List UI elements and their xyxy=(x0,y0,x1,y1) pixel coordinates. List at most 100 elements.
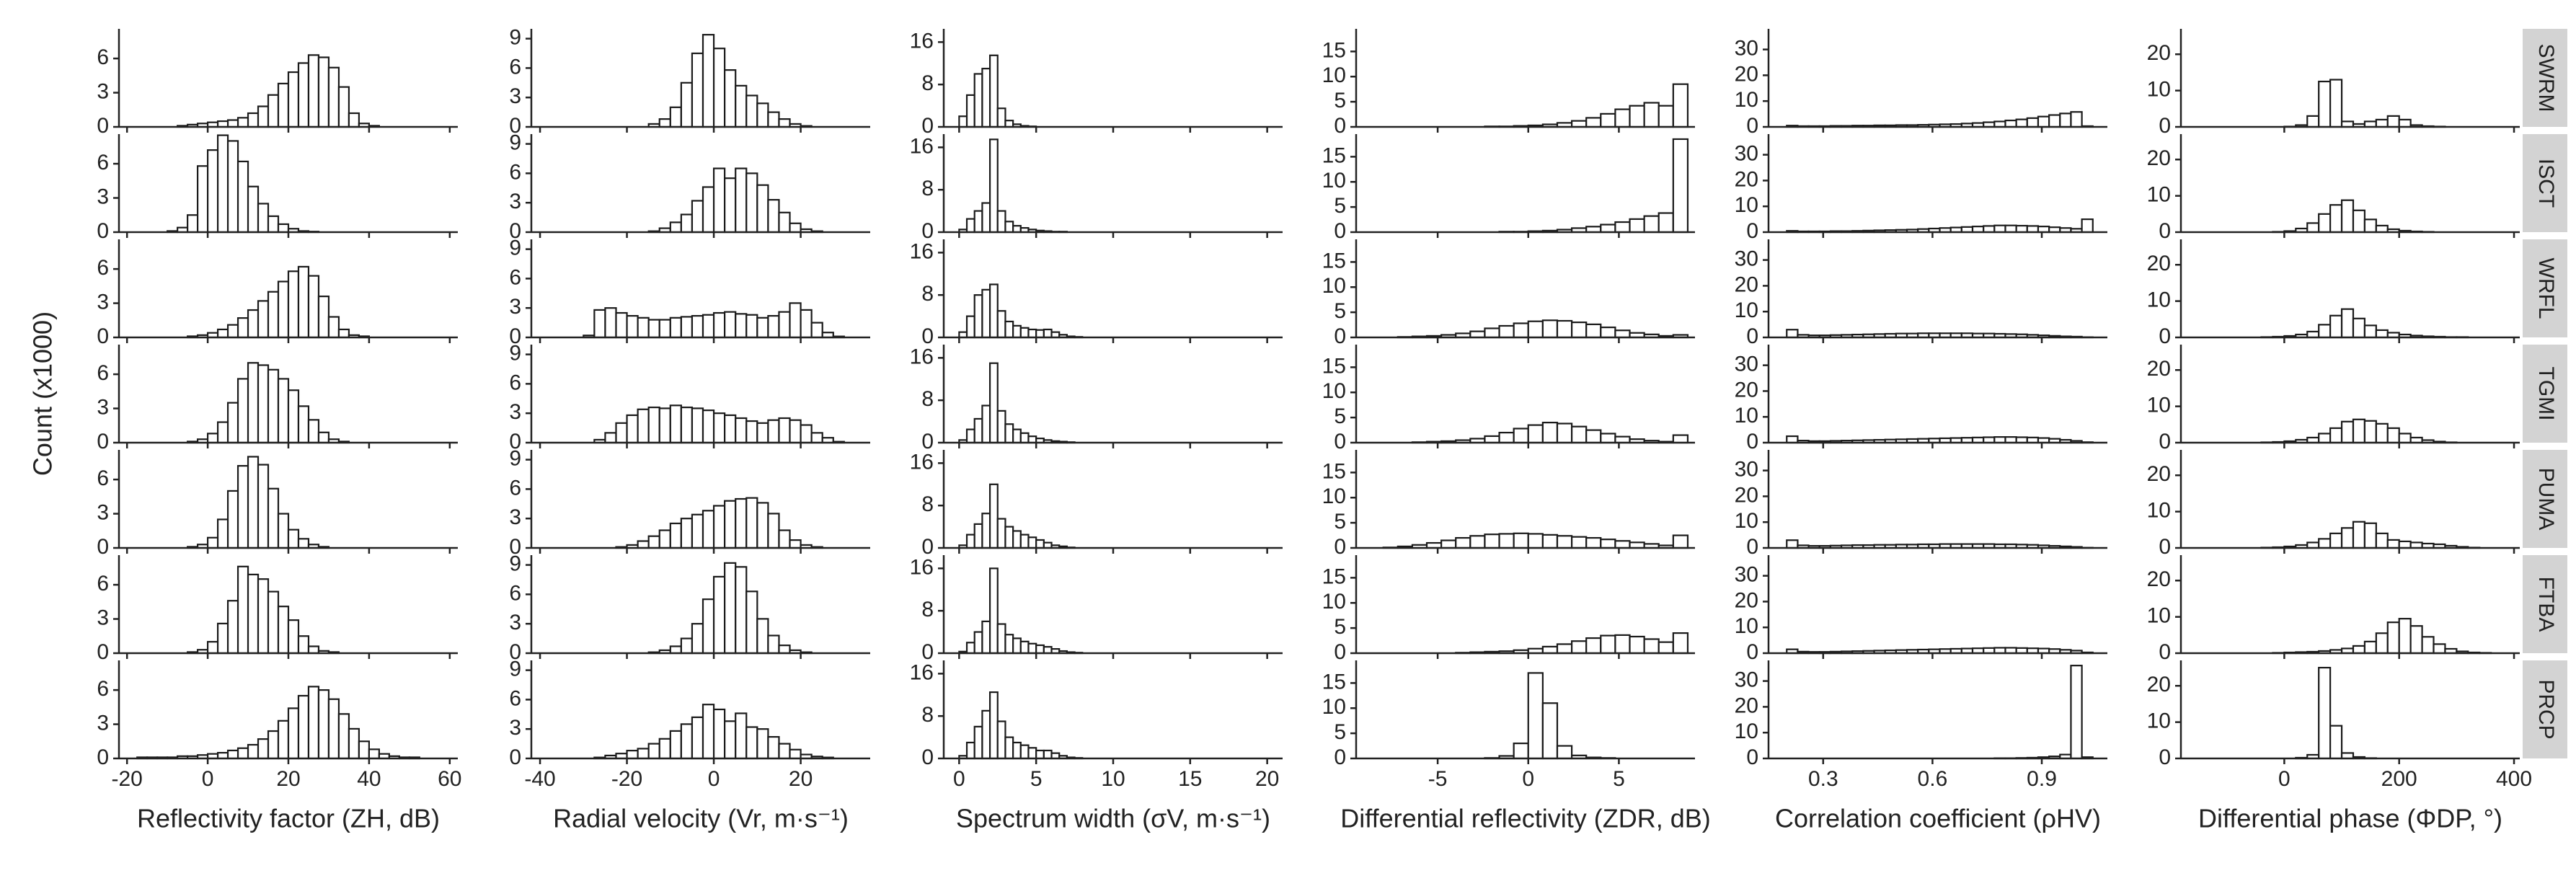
x-tick-label: 15 xyxy=(1178,767,1202,791)
histogram-bar xyxy=(267,487,280,549)
y-tick-label: 20 xyxy=(2147,41,2171,65)
histogram-bar xyxy=(337,328,350,339)
histogram-bar xyxy=(735,497,748,549)
y-tick-label: 0 xyxy=(1334,640,1346,664)
y-tick-label: 3 xyxy=(509,716,521,740)
histogram-bar xyxy=(1035,539,1045,549)
histogram-bar xyxy=(1672,632,1689,655)
histogram-bar xyxy=(297,405,310,444)
y-tick-label: 20 xyxy=(1735,694,1758,717)
histogram-bar xyxy=(965,315,975,339)
histogram-bar xyxy=(767,419,780,444)
histogram-bar xyxy=(2375,632,2389,655)
histogram-bar xyxy=(1513,742,1529,760)
histogram-bar xyxy=(691,200,704,234)
histogram-bar xyxy=(1614,435,1631,444)
histogram-bar xyxy=(1614,108,1631,128)
histogram-bar xyxy=(996,107,1006,128)
y-tick-label: 3 xyxy=(97,500,109,524)
x-tick-label: 0.6 xyxy=(1918,767,1948,791)
histogram-bar xyxy=(2340,527,2355,549)
histogram-bar xyxy=(277,378,290,444)
histogram-bar xyxy=(691,623,704,655)
histogram-bar xyxy=(2037,115,2050,128)
histogram-bar xyxy=(701,314,715,339)
histogram-bar xyxy=(2352,317,2366,339)
histogram-bar xyxy=(257,203,270,234)
x-axis-label: Radial velocity (Vr, m·s⁻¹) xyxy=(553,804,849,833)
histogram-bar xyxy=(2070,665,2083,760)
histogram-bar xyxy=(2015,224,2028,234)
histogram-bar xyxy=(1585,637,1602,655)
histogram-bar xyxy=(701,704,715,760)
histogram-bar xyxy=(327,316,340,339)
histogram-bar xyxy=(745,590,758,655)
histogram-bar xyxy=(307,686,320,760)
histogram-bar xyxy=(2318,80,2332,128)
y-tick-label: 20 xyxy=(1735,273,1758,296)
histogram-bar xyxy=(1556,319,1573,339)
histogram-bar xyxy=(988,483,999,549)
histogram-bar xyxy=(680,723,694,760)
histogram-bar xyxy=(257,464,270,549)
histogram-bar xyxy=(1498,533,1515,549)
histogram-bar xyxy=(1585,429,1602,444)
y-tick-label: 3 xyxy=(97,395,109,419)
y-tick-label: 0 xyxy=(1746,640,1758,664)
y-tick-label: 6 xyxy=(97,466,109,490)
y-tick-label: 0 xyxy=(509,745,521,769)
histogram-bar xyxy=(604,307,617,339)
histogram-bar xyxy=(287,619,300,655)
y-tick-label: 0 xyxy=(1746,535,1758,559)
facet-strip xyxy=(2523,29,2567,127)
y-tick-label: 0 xyxy=(921,745,934,769)
y-tick-label: 0 xyxy=(1746,430,1758,453)
histogram-bar xyxy=(247,112,260,128)
y-tick-label: 16 xyxy=(910,29,934,53)
histogram-bar xyxy=(287,528,300,549)
histogram-bar xyxy=(647,406,660,444)
histogram-bar xyxy=(680,637,694,655)
histogram-bar xyxy=(2363,420,2377,444)
histogram-bar xyxy=(789,302,802,339)
histogram-bar xyxy=(287,270,300,339)
histogram-bar xyxy=(669,645,682,655)
y-tick-label: 5 xyxy=(1334,89,1346,112)
histogram-bar xyxy=(778,211,791,234)
histogram-bar xyxy=(2340,199,2355,234)
histogram-bar xyxy=(778,645,791,655)
histogram-bar xyxy=(1513,322,1529,339)
histogram-bar xyxy=(1019,640,1030,655)
x-tick-label: 40 xyxy=(357,767,381,791)
y-tick-label: 0 xyxy=(1746,745,1758,769)
histogram-bar xyxy=(277,223,290,234)
histogram-bar xyxy=(1004,320,1014,339)
histogram-bar xyxy=(981,620,991,655)
histogram-bar xyxy=(267,730,280,760)
histogram-bar xyxy=(317,295,330,339)
histogram-bar xyxy=(988,54,999,128)
histogram-bar xyxy=(981,68,991,128)
y-tick-label: 0 xyxy=(921,114,934,138)
histogram-bar xyxy=(1004,526,1014,549)
histogram-bar xyxy=(206,433,219,444)
histogram-bar xyxy=(1600,112,1616,128)
histogram-bar xyxy=(317,56,330,128)
y-tick-label: 20 xyxy=(1735,588,1758,612)
histogram-bar xyxy=(973,417,983,444)
x-axis-label: Spectrum width (σV, m·s⁻¹) xyxy=(956,804,1270,833)
histogram-bar xyxy=(1043,646,1053,655)
histogram-bar xyxy=(1513,428,1529,444)
histogram-bar xyxy=(277,606,290,655)
y-tick-label: 6 xyxy=(509,55,521,79)
histogram-bar xyxy=(1600,634,1616,655)
histogram-bar xyxy=(216,622,229,655)
histogram-bar xyxy=(778,118,791,128)
histogram-bar xyxy=(745,726,758,760)
histogram-bar xyxy=(1600,433,1616,444)
y-tick-label: 20 xyxy=(2147,146,2171,170)
histogram-bar xyxy=(2318,324,2332,339)
histogram-bar xyxy=(996,623,1006,655)
x-tick-label: 0 xyxy=(2278,767,2290,791)
histogram-bar xyxy=(1786,329,1799,339)
